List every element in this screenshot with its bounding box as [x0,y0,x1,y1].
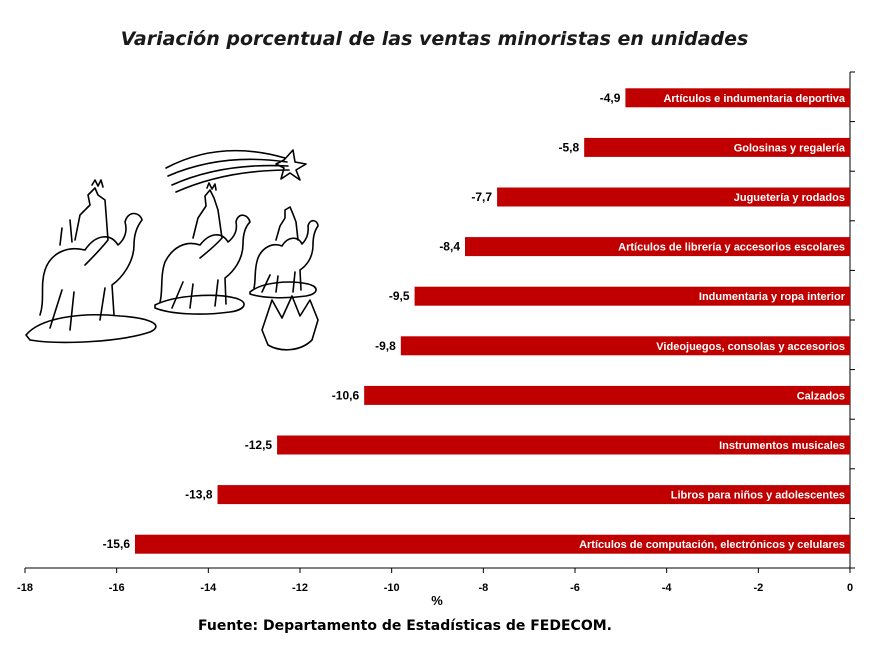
x-tick-label: -14 [200,582,217,594]
camel-middle-icon [159,182,251,309]
x-tick-label: 0 [847,582,853,594]
bar-category-label: Videojuegos, consolas y accesorios [656,341,845,353]
bar [584,137,850,157]
bar [625,88,850,108]
bar-value-label: -13,8 [185,488,213,502]
gift-icon [261,295,319,351]
bar [400,336,850,356]
x-tick-label: -2 [753,582,763,594]
bars: Artículos e indumentaria deportiva -4,9 Go… [103,88,850,554]
bar-category-label: Instrumentos musicales [719,440,845,452]
x-tick-label: -16 [109,582,125,594]
bar-category-label: Artículos de computación, electrónicos y… [579,539,845,551]
bar-value-label: -10,6 [332,388,360,402]
bar [414,286,850,306]
x-tick-label: -18 [17,582,33,594]
camel-left-icon [39,179,143,331]
x-tick-label: -10 [384,582,400,594]
bar-category-label: Golosinas y regalería [734,142,846,154]
x-axis-title: % [431,593,443,608]
bar-category-label: Indumentaria y ropa interior [699,291,846,303]
bar-category-label: Juguetería y rodados [734,192,845,204]
bar-category-label: Artículos de librería y accesorios escol… [618,242,845,254]
shooting-star-icon [165,149,307,193]
bar-category-label: Calzados [797,390,845,402]
x-tick-label: -6 [570,582,580,594]
bar [217,485,850,505]
bar-value-label: -8,4 [439,240,460,254]
three-wise-men-illustration [25,149,319,351]
bar-value-label: -12,5 [245,438,273,452]
bar-category-label: Libros para niños y adolescentes [671,490,845,502]
bar [135,534,850,554]
camel-right-icon [253,206,319,293]
bar-value-label: -4,9 [600,91,621,105]
bar-value-label: -9,5 [389,289,410,303]
bar-value-label: -9,8 [375,339,396,353]
bar-category-label: Artículos e indumentaria deportiva [663,93,845,105]
source-note: Fuente: Departamento de Estadísticas de … [198,618,612,634]
bar [364,385,850,405]
bar-value-label: -7,7 [471,190,492,204]
x-tick-label: -4 [662,582,673,594]
bar [497,187,850,207]
x-tick-label: -8 [478,582,488,594]
bar-value-label: -15,6 [103,537,131,551]
x-tick-label: -12 [292,582,308,594]
bar [465,237,850,257]
chart-title: Variación porcentual de las ventas minor… [120,28,749,50]
bar [277,435,850,455]
bar-value-label: -5,8 [558,140,579,154]
